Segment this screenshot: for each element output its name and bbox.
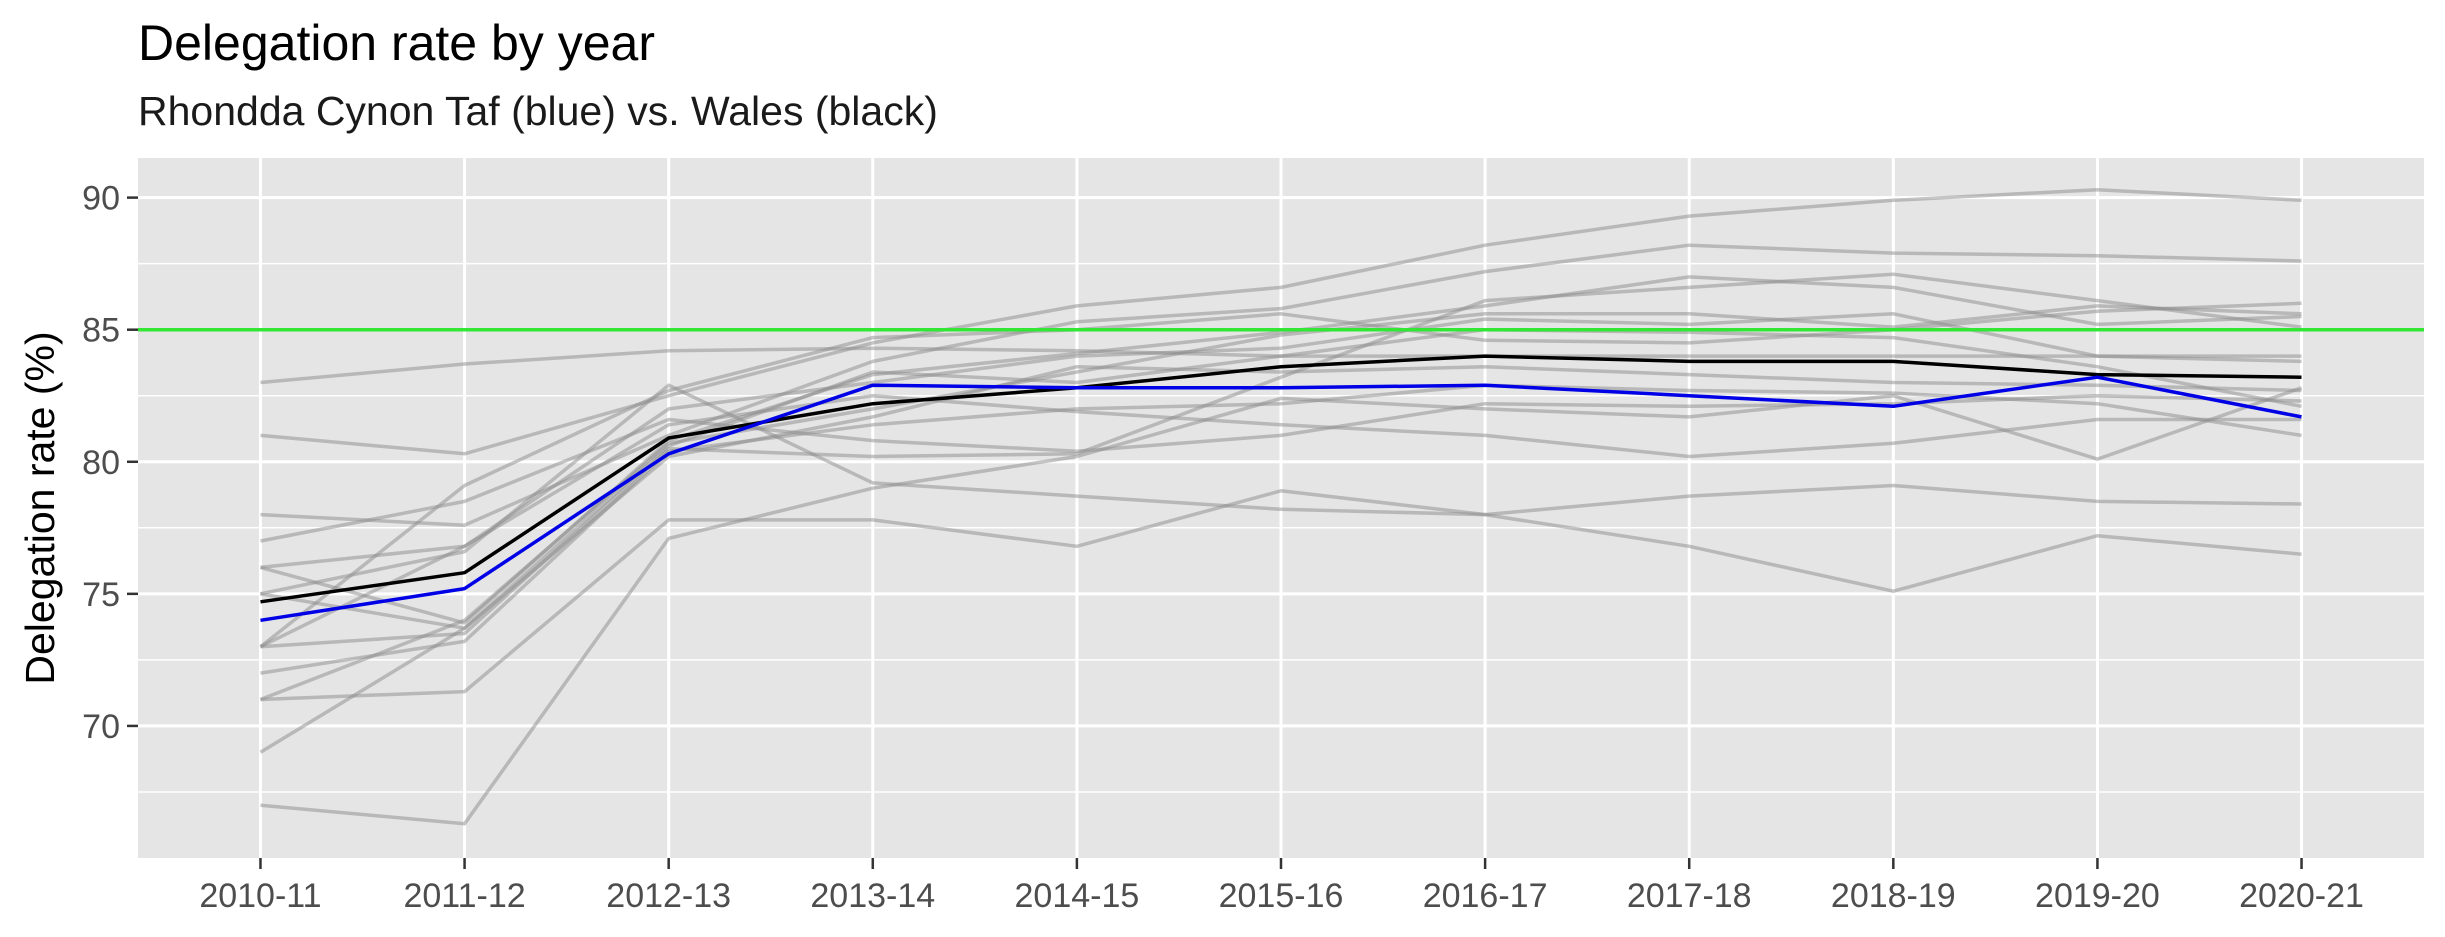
x-tick-label: 2012-13 <box>606 877 731 915</box>
authority-line <box>259 312 2302 649</box>
authority-line <box>259 304 2302 702</box>
y-tick-label: 75 <box>82 576 120 614</box>
authority-line <box>260 489 2302 702</box>
series-layer <box>138 187 2424 826</box>
y-tick-label: 90 <box>82 180 120 218</box>
x-tick-label: 2020-21 <box>2239 877 2364 915</box>
x-tick-label: 2016-17 <box>1423 877 1548 915</box>
x-tick-label: 2014-15 <box>1015 877 1140 915</box>
y-tick-label: 85 <box>82 312 120 350</box>
wales-line <box>260 354 2302 604</box>
y-axis-title: Delegation rate (%) <box>17 331 63 684</box>
x-tick-label: 2013-14 <box>810 877 935 915</box>
rhondda-cynon-taf-line <box>260 375 2302 623</box>
authority-line <box>260 393 2302 543</box>
authority-line <box>260 393 2302 570</box>
authority-line <box>260 386 2303 826</box>
chart-title: Delegation rate by year <box>138 15 655 71</box>
authority-line <box>260 187 2302 456</box>
axis-layer: 70 75 80 85 90 2010-11 2011-12 2012-13 2013-14 20… <box>82 180 2364 915</box>
x-tick-label: 2018-19 <box>1831 877 1956 915</box>
authority-line <box>260 272 2302 649</box>
authority-line <box>259 301 2302 649</box>
x-tick-label: 2011-12 <box>403 877 525 915</box>
x-tick-label: 2015-16 <box>1219 877 1344 915</box>
y-tick-label: 70 <box>82 708 120 746</box>
x-tick-label: 2019-20 <box>2035 877 2160 915</box>
authority-line <box>260 383 2302 596</box>
authority-line <box>259 327 2302 754</box>
chart-subtitle: Rhondda Cynon Taf (blue) vs. Wales (blac… <box>138 88 938 134</box>
y-tick-label: 80 <box>82 444 120 482</box>
x-tick-label: 2010-11 <box>199 877 321 915</box>
x-tick-label: 2017-18 <box>1627 877 1752 915</box>
